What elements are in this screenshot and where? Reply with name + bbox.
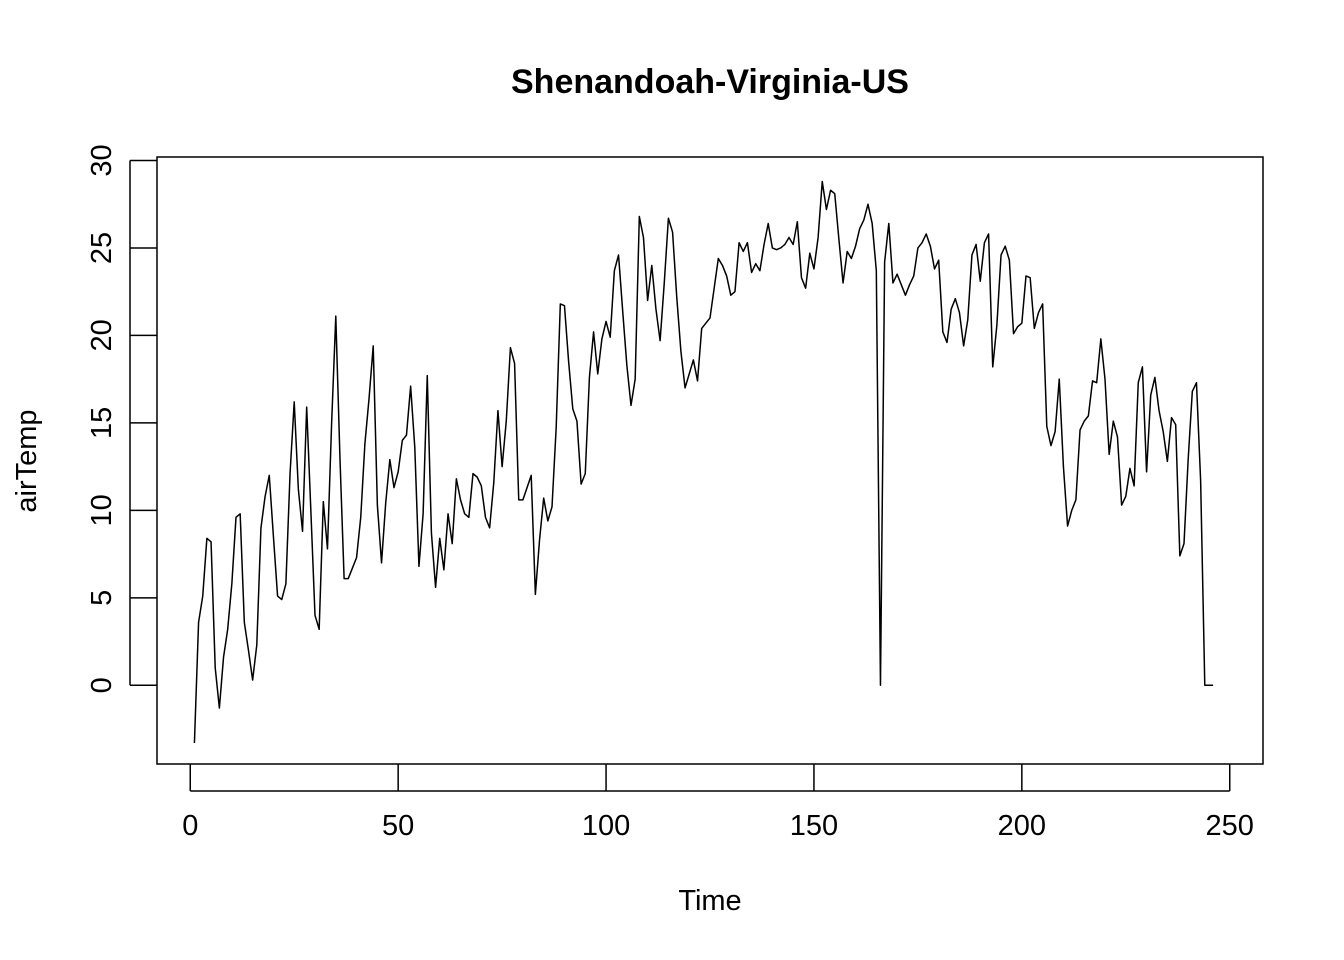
y-axis-title: airTemp [11,409,43,512]
series-line-airtemp [193,180,1214,744]
y-tick-label: 10 [86,494,118,526]
x-tick-label: 150 [790,810,838,842]
chart-title: Shenandoah-Virginia-US [511,63,909,101]
x-axis: 0 50 100 150 200 250 [182,764,1254,842]
x-tick-label: 100 [582,810,630,842]
x-tick-label: 250 [1206,810,1254,842]
y-tick-label: 0 [86,677,118,693]
series-group [193,180,1214,744]
plot-frame [156,156,1264,765]
x-tick-label: 200 [998,810,1046,842]
x-tick-label: 0 [182,810,198,842]
y-tick-label: 30 [86,144,118,176]
y-tick-label: 5 [86,590,118,606]
x-axis-title: Time [678,885,741,917]
y-tick-label: 15 [86,407,118,439]
y-axis: 0 5 10 15 20 25 30 [86,144,157,693]
y-tick-label: 20 [86,319,118,351]
y-tick-label: 25 [86,232,118,264]
x-tick-label: 50 [382,810,414,842]
